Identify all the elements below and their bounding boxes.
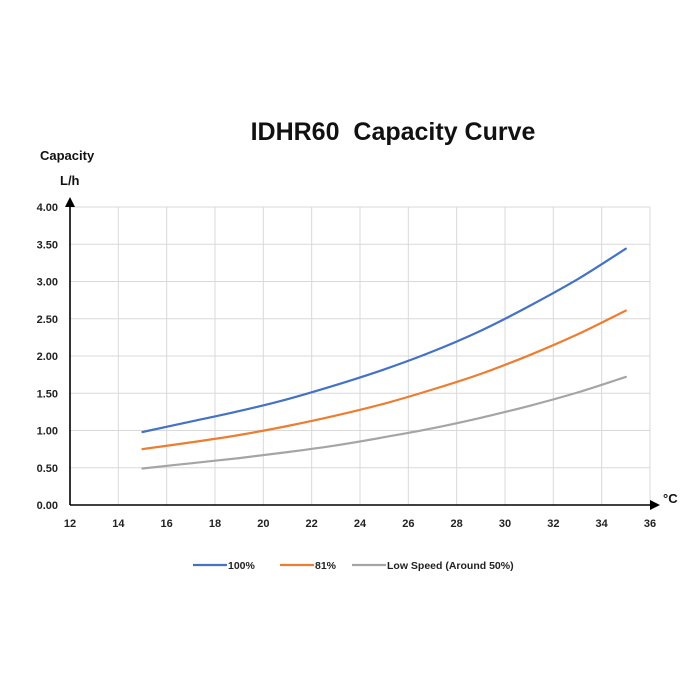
- y-axis-label: Capacity: [40, 148, 95, 163]
- y-tick-label: 0.50: [37, 463, 58, 475]
- x-tick-label: 28: [451, 518, 463, 530]
- series-line-1: [141, 309, 627, 451]
- chart-title: IDHR60 Capacity Curve: [251, 118, 536, 146]
- legend-label-0: 100%: [228, 560, 256, 572]
- y-tick-label: 1.50: [37, 388, 58, 400]
- legend: 100% 81% Low Speed (Around 50%): [193, 560, 514, 572]
- y-tick-label: 0.00: [37, 500, 58, 512]
- x-tick-label: 24: [354, 518, 367, 530]
- x-tick-label: 34: [596, 518, 609, 530]
- x-tick-label: 26: [402, 518, 414, 530]
- x-tick-label: 36: [644, 518, 656, 530]
- grid: [70, 206, 651, 505]
- axes: [65, 197, 660, 510]
- legend-label-1: 81%: [315, 560, 337, 572]
- series-line-0: [141, 247, 627, 434]
- series-line-2: [141, 375, 627, 470]
- y-tick-label: 1.00: [37, 426, 58, 438]
- tick-labels: 12 14 16 18 20 22 24 26 28 30 32 34 36 0.00 0.50 1.00 1.…: [37, 202, 657, 530]
- x-tick-label: 12: [64, 518, 76, 530]
- x-tick-label: 18: [209, 518, 221, 530]
- y-axis-arrow: [65, 197, 75, 207]
- y-tick-label: 3.50: [37, 239, 58, 251]
- legend-label-2: Low Speed (Around 50%): [387, 560, 514, 572]
- y-tick-label: 2.50: [37, 314, 58, 326]
- x-tick-label: 32: [547, 518, 559, 530]
- x-tick-label: 16: [161, 518, 173, 530]
- y-tick-label: 4.00: [37, 202, 58, 214]
- series-lines: [141, 247, 627, 470]
- x-tick-label: 20: [257, 518, 269, 530]
- x-tick-label: 30: [499, 518, 511, 530]
- x-axis-unit: °C: [663, 491, 678, 506]
- x-tick-label: 14: [112, 518, 125, 530]
- x-axis-arrow: [650, 500, 660, 510]
- y-tick-label: 3.00: [37, 277, 58, 289]
- x-tick-label: 22: [306, 518, 318, 530]
- y-tick-label: 2.00: [37, 351, 58, 363]
- y-axis-unit: L/h: [60, 173, 80, 188]
